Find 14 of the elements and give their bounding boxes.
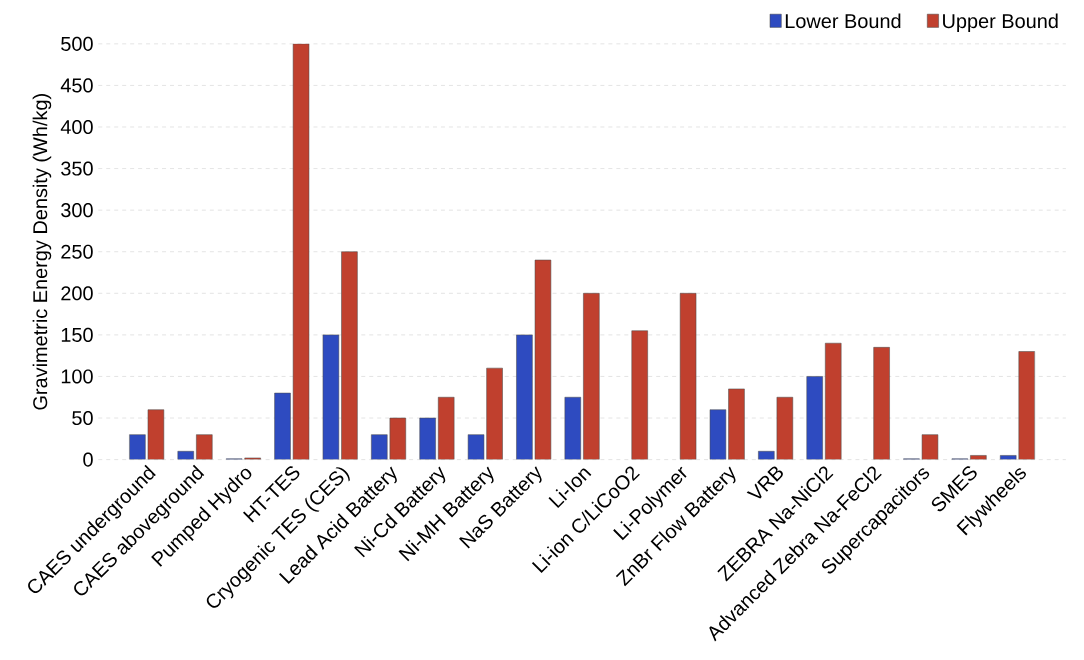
y-tick-label: 400 (60, 119, 93, 135)
y-tick-label: 450 (60, 78, 93, 93)
y-tick-label: 50 (72, 411, 93, 426)
y-tick-label: 0 (83, 452, 93, 467)
y-axis-title: Gravimetric Energy Density (Wh/kg) (32, 94, 52, 410)
y-tick-label: 150 (61, 327, 93, 342)
y-tick-label: 350 (61, 161, 93, 176)
legend-label: Upper Bound (943, 13, 1058, 33)
y-tick-label: 250 (61, 244, 93, 259)
y-tick-label: 300 (61, 203, 93, 218)
y-tick-label: 200 (61, 286, 93, 301)
y-tick-label: 500 (61, 36, 93, 51)
y-tick-label: 100 (61, 369, 93, 384)
legend-label: Lower Bound (785, 13, 901, 29)
